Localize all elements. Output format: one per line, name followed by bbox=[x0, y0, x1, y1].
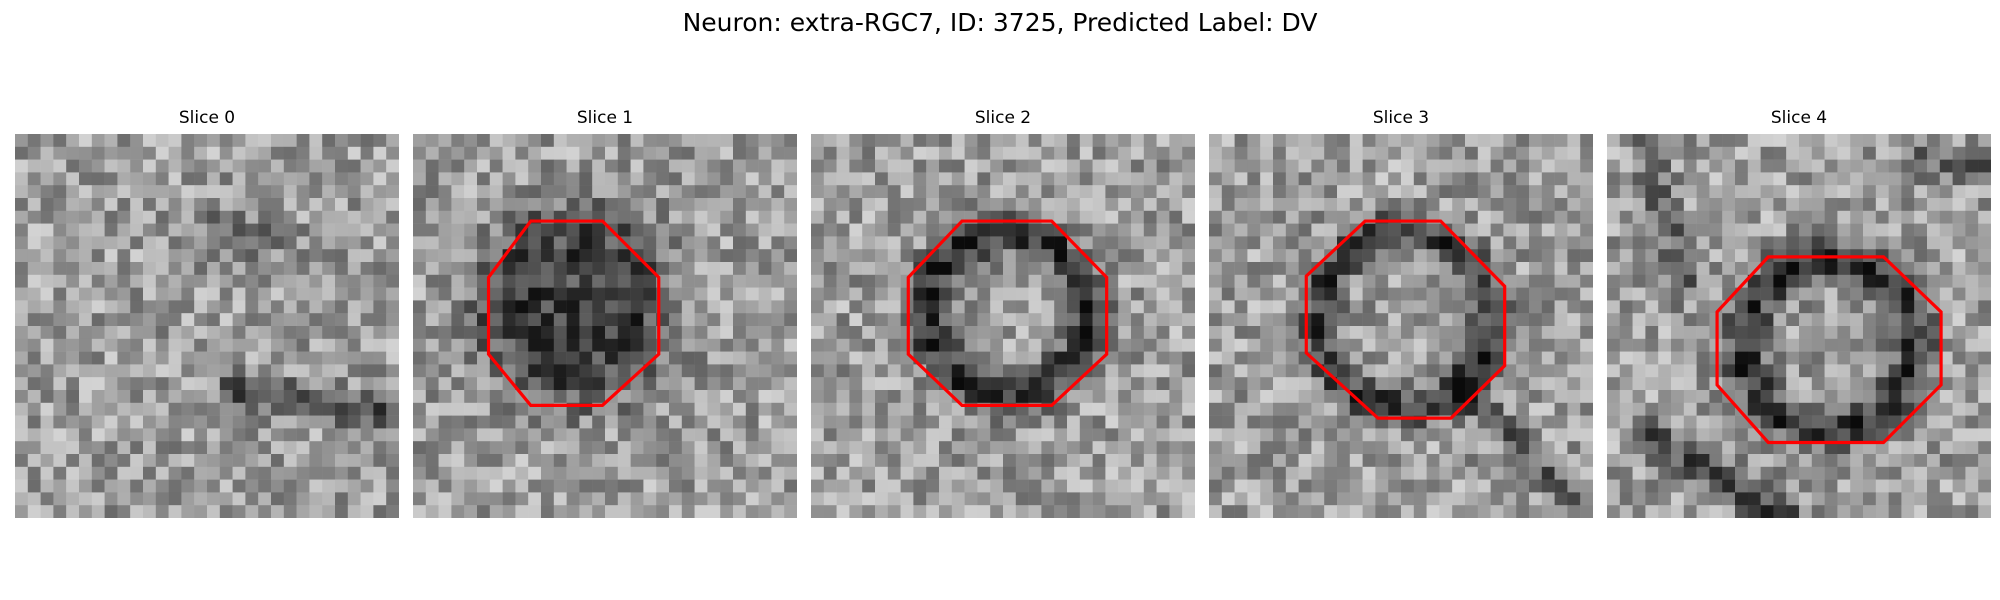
pixel-grid bbox=[15, 134, 399, 518]
figure-title: Neuron: extra-RGC7, ID: 3725, Predicted … bbox=[682, 8, 1318, 37]
slice-image bbox=[1607, 134, 1991, 518]
slice-title: Slice 1 bbox=[576, 108, 634, 128]
slice-image bbox=[811, 134, 1195, 518]
slice-image bbox=[1209, 134, 1593, 518]
pixel-grid bbox=[811, 134, 1195, 518]
roi-outline bbox=[1715, 255, 1943, 445]
slice-title: Slice 3 bbox=[1372, 108, 1430, 128]
slice-title: Slice 0 bbox=[178, 108, 236, 128]
slice-title: Slice 2 bbox=[974, 108, 1032, 128]
pixel-grid bbox=[1607, 134, 1991, 518]
roi-outline bbox=[486, 219, 661, 407]
roi-outline bbox=[906, 219, 1109, 407]
pixel-grid bbox=[1209, 134, 1593, 518]
pixel-grid bbox=[413, 134, 797, 518]
slice-title: Slice 4 bbox=[1770, 108, 1828, 128]
slice-image bbox=[15, 134, 399, 518]
roi-outline bbox=[1304, 219, 1507, 420]
slice-image bbox=[413, 134, 797, 518]
